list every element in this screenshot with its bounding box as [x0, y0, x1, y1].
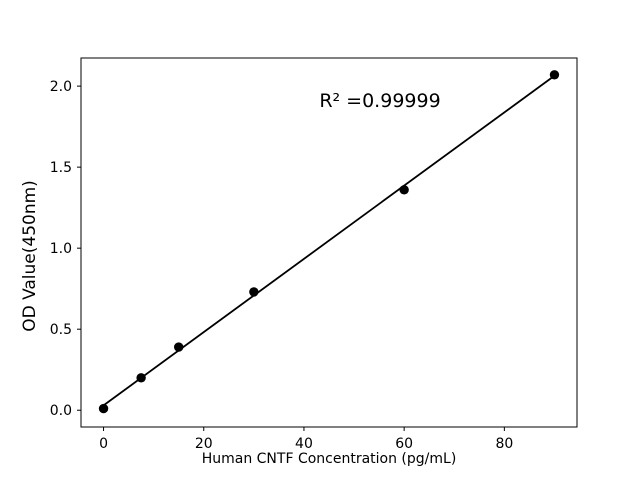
- x-tick-label: 40: [295, 436, 313, 452]
- y-tick-label: 0.5: [50, 322, 72, 338]
- data-point: [549, 70, 560, 80]
- y-axis-label: OD Value(450nm): [20, 180, 40, 332]
- x-tick-label: 20: [195, 436, 213, 452]
- y-tick-label: 1.0: [50, 241, 72, 257]
- data-point: [98, 403, 109, 414]
- r-squared-annotation: R² =0.99999: [319, 90, 441, 112]
- x-axis-label: Human CNTF Concentration (pg/mL): [201, 451, 457, 467]
- plot-border: [80, 57, 578, 428]
- data-point: [136, 373, 146, 383]
- x-tick-label: 60: [395, 436, 413, 452]
- data-point: [173, 342, 184, 352]
- data-point: [249, 287, 259, 297]
- data-point: [399, 185, 409, 195]
- y-tick-label: 1.5: [50, 160, 72, 176]
- y-tick-label: 2.0: [50, 79, 72, 95]
- x-tick-label: 80: [495, 436, 513, 452]
- y-tick-label: 0.0: [50, 403, 72, 419]
- x-tick-label: 0: [99, 436, 108, 452]
